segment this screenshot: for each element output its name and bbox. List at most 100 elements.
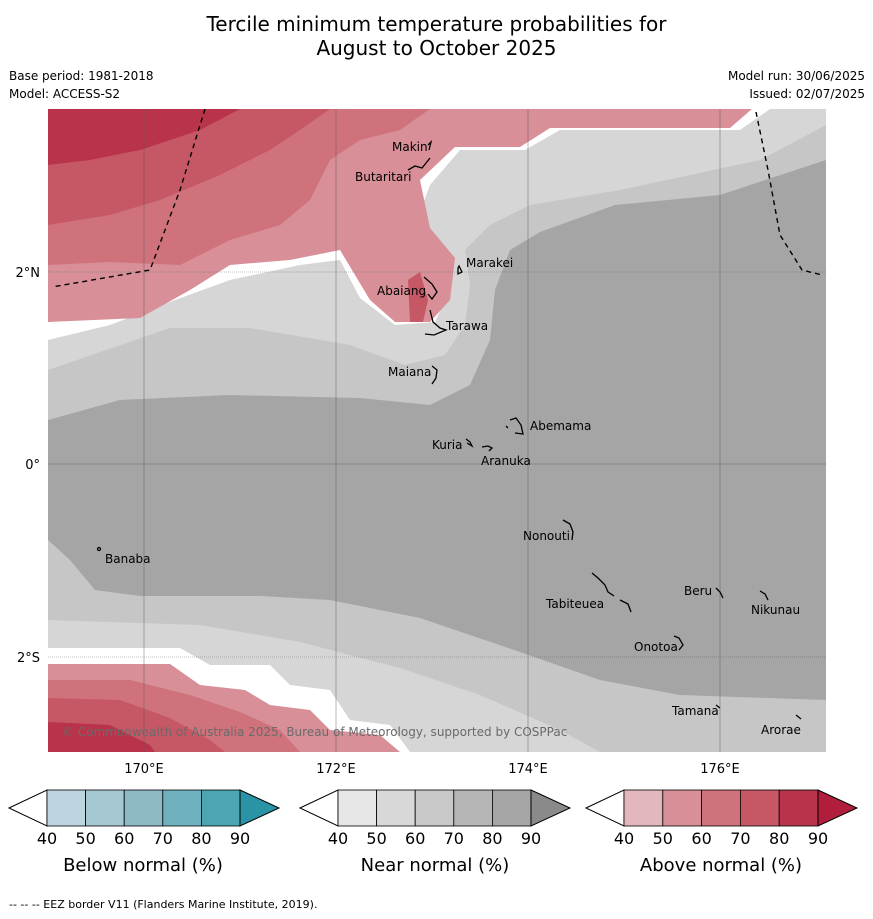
run-info-right: Model run: 30/06/2025 Issued: 02/07/2025	[728, 67, 865, 103]
above-tick-40: 40	[614, 829, 634, 848]
eez-border	[51, 109, 823, 288]
lat-label-2s: 2°S	[17, 651, 40, 666]
label-butaritari: Butaritari	[355, 170, 412, 184]
above-normal-swatch-70-80	[740, 789, 780, 827]
label-onotoa: Onotoa	[634, 640, 678, 654]
label-maiana: Maiana	[388, 365, 431, 379]
below-tick-40: 40	[37, 829, 57, 848]
above-tick-50: 50	[653, 829, 673, 848]
below-normal-swatch-40-50	[46, 789, 86, 827]
tabiteuea-island-shape	[591, 572, 632, 613]
abemama-island-shape	[505, 417, 524, 435]
tarawa-island-shape	[424, 309, 448, 336]
below-normal-swatch-60-70	[123, 789, 164, 827]
label-tabiteuea: Tabiteuea	[545, 597, 604, 611]
near-normal-swatch-60-70	[414, 789, 455, 827]
above-normal-swatch-60-70	[701, 789, 741, 827]
colorbar-above-normal: 40 50 60 70 80 90 Above normal (%)	[584, 789, 859, 876]
issued-date: Issued: 02/07/2025	[749, 87, 865, 101]
above-normal-swatch-40-50	[623, 789, 664, 827]
label-makin: Makin	[392, 140, 428, 154]
below-normal-under-triangle	[7, 789, 48, 827]
below-normal-swatch-70-80	[162, 789, 202, 827]
above-normal-over-triangle	[817, 789, 859, 827]
lon-label-176e: 176°E	[700, 762, 740, 777]
label-aranuka: Aranuka	[481, 454, 531, 468]
label-tamana: Tamana	[671, 704, 719, 718]
model-run-date: Model run: 30/06/2025	[727, 69, 865, 83]
near-normal-swatch-40-50	[337, 789, 377, 827]
eez-source-note: -- -- -- EEZ border V11 (Flanders Marine…	[9, 898, 318, 911]
near-tick-50: 50	[366, 829, 386, 848]
near-tick-90: 90	[521, 829, 541, 848]
title-line-1: Tercile minimum temperature probabilitie…	[206, 12, 667, 36]
marakei-island-shape	[457, 264, 463, 276]
near-tick-70: 70	[444, 829, 464, 848]
near-tick-80: 80	[482, 829, 502, 848]
near-tick-60: 60	[405, 829, 425, 848]
tamana-island-shape	[715, 704, 721, 709]
beru-island-shape	[715, 587, 724, 599]
label-nikunau: Nikunau	[751, 603, 800, 617]
island-outlines	[96, 139, 802, 720]
near-normal-over-triangle	[530, 789, 572, 827]
makin-island-shape	[427, 139, 433, 151]
arorae-island-shape	[795, 714, 802, 720]
above-tick-90: 90	[808, 829, 828, 848]
lon-label-174e: 174°E	[508, 762, 548, 777]
below-normal-title: Below normal (%)	[63, 855, 223, 876]
label-beru: Beru	[684, 584, 712, 598]
aranuka-island-shape	[481, 445, 494, 452]
label-kuria: Kuria	[432, 438, 463, 452]
lon-label-170e: 170°E	[124, 762, 164, 777]
island-labels: Makin Butaritari Marakei Abaiang Tarawa …	[105, 140, 801, 737]
label-abaiang: Abaiang	[377, 284, 426, 298]
butaritari-island-shape	[407, 157, 431, 171]
lat-label-2n: 2°N	[16, 266, 41, 281]
above-normal-under-triangle	[584, 789, 625, 827]
above-normal-80-region-south	[48, 722, 155, 752]
above-normal-70-region-abaiang	[408, 272, 428, 322]
near-normal-swatch-70-80	[453, 789, 493, 827]
colorbar-near-normal: 40 50 60 70 80 90 Near normal (%)	[298, 789, 572, 876]
nikunau-island-shape	[759, 590, 769, 601]
base-period: Base period: 1981-2018	[9, 69, 154, 83]
near-normal-swatch-80-90	[491, 789, 532, 827]
run-info-left: Base period: 1981-2018 Model: ACCESS-S2	[9, 67, 154, 103]
label-nonouti: Nonouti	[523, 529, 570, 543]
onotoa-island-shape	[673, 635, 684, 651]
maiana-island-shape	[431, 365, 438, 385]
abaiang-island-shape	[423, 276, 438, 301]
below-tick-50: 50	[75, 829, 95, 848]
above-normal-title: Above normal (%)	[640, 855, 802, 876]
graticule	[48, 109, 826, 752]
near-normal-under-triangle	[298, 789, 339, 827]
model-name: Model: ACCESS-S2	[9, 87, 121, 101]
lat-label-0: 0°	[25, 458, 40, 473]
above-tick-80: 80	[769, 829, 789, 848]
label-banaba: Banaba	[105, 552, 151, 566]
near-normal-title: Near normal (%)	[361, 855, 510, 876]
below-tick-90: 90	[230, 829, 250, 848]
label-abemama: Abemama	[530, 419, 591, 433]
axis-labels: 2°N 0° 2°S 170°E 172°E 174°E 176°E	[16, 266, 740, 777]
map-title: Tercile minimum temperature probabilitie…	[0, 12, 873, 60]
below-normal-swatch-80-90	[200, 789, 241, 827]
below-tick-80: 80	[191, 829, 211, 848]
below-normal-swatch-50-60	[85, 789, 125, 827]
below-tick-60: 60	[114, 829, 134, 848]
label-marakei: Marakei	[466, 256, 513, 270]
label-tarawa: Tarawa	[445, 319, 488, 333]
lon-label-172e: 172°E	[316, 762, 356, 777]
near-normal-swatch-50-60	[376, 789, 416, 827]
below-tick-70: 70	[153, 829, 173, 848]
banaba-island-shape	[96, 546, 102, 552]
title-line-2: August to October 2025	[316, 36, 557, 60]
probability-map: Makin Butaritari Marakei Abaiang Tarawa …	[48, 109, 826, 752]
label-arorae: Arorae	[761, 723, 801, 737]
colorbar-below-normal: 40 50 60 70 80 90 Below normal (%)	[7, 789, 281, 876]
above-normal-swatch-50-60	[662, 789, 702, 827]
nonouti-island-shape	[562, 519, 574, 541]
above-tick-70: 70	[730, 829, 750, 848]
